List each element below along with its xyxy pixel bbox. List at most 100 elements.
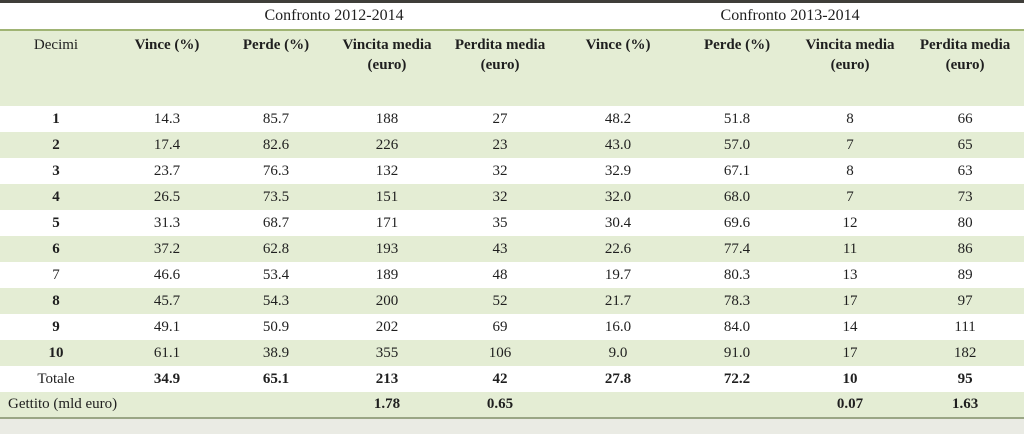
column-header-vince-2: Vince (%) <box>556 30 681 106</box>
cell: 17 <box>794 340 907 366</box>
cell: 42 <box>444 366 557 392</box>
cell: 1.78 <box>330 392 444 419</box>
cell: 69 <box>444 314 557 340</box>
cell: 31.3 <box>112 210 222 236</box>
column-header-vince-1: Vince (%) <box>112 30 222 106</box>
cell: 7 <box>794 184 907 210</box>
table-top-rule <box>0 0 1024 3</box>
cell: 51.8 <box>680 106 795 132</box>
column-header-perde-2: Perde (%) <box>680 30 795 106</box>
gettito-label: Gettito (mld euro) <box>0 392 222 419</box>
group-header-2013-2014: Confronto 2013-2014 <box>556 3 1024 31</box>
cell: 23 <box>444 132 557 158</box>
cell: 45.7 <box>112 288 222 314</box>
cell <box>680 392 795 419</box>
cell: 1.63 <box>906 392 1024 419</box>
cell: 17 <box>794 288 907 314</box>
decimi-cell: 1 <box>0 106 112 132</box>
cell: 21.7 <box>556 288 681 314</box>
cell: 68.0 <box>680 184 795 210</box>
decimi-cell: 4 <box>0 184 112 210</box>
cell: 10 <box>794 366 907 392</box>
cell: 32 <box>444 158 557 184</box>
cell: 226 <box>330 132 444 158</box>
decimi-cell: 10 <box>0 340 112 366</box>
cell: 50.9 <box>222 314 330 340</box>
cell: 27 <box>444 106 557 132</box>
cell: 32.0 <box>556 184 681 210</box>
totale-label: Totale <box>0 366 112 392</box>
cell: 84.0 <box>680 314 795 340</box>
cell: 48 <box>444 262 557 288</box>
cell: 63 <box>906 158 1024 184</box>
cell: 61.1 <box>112 340 222 366</box>
cell: 189 <box>330 262 444 288</box>
decimi-cell: 5 <box>0 210 112 236</box>
decimi-cell: 2 <box>0 132 112 158</box>
column-header-row: Decimi Vince (%) Perde (%) Vincita media… <box>0 30 1024 106</box>
cell: 89 <box>906 262 1024 288</box>
cell: 8 <box>794 106 907 132</box>
cell: 26.5 <box>112 184 222 210</box>
cell: 62.8 <box>222 236 330 262</box>
cell: 34.9 <box>112 366 222 392</box>
column-header-perdita-media-2: Perdita media (euro) <box>906 30 1024 106</box>
table-row: 7 46.6 53.4 189 48 19.7 80.3 13 89 <box>0 262 1024 288</box>
cell: 35 <box>444 210 557 236</box>
cell: 182 <box>906 340 1024 366</box>
table-row: 5 31.3 68.7 171 35 30.4 69.6 12 80 <box>0 210 1024 236</box>
cell: 77.4 <box>680 236 795 262</box>
cell: 193 <box>330 236 444 262</box>
cell: 65 <box>906 132 1024 158</box>
cell: 200 <box>330 288 444 314</box>
cell <box>222 392 330 419</box>
decimi-cell: 7 <box>0 262 112 288</box>
cell: 30.4 <box>556 210 681 236</box>
column-header-decimi: Decimi <box>0 30 112 106</box>
cell: 9.0 <box>556 340 681 366</box>
group-header-row: Confronto 2012-2014 Confronto 2013-2014 <box>0 3 1024 31</box>
table-row: 4 26.5 73.5 151 32 32.0 68.0 7 73 <box>0 184 1024 210</box>
table-row: 8 45.7 54.3 200 52 21.7 78.3 17 97 <box>0 288 1024 314</box>
cell: 91.0 <box>680 340 795 366</box>
cell: 85.7 <box>222 106 330 132</box>
cell: 66 <box>906 106 1024 132</box>
cell: 72.2 <box>680 366 795 392</box>
table-row: 6 37.2 62.8 193 43 22.6 77.4 11 86 <box>0 236 1024 262</box>
cell: 57.0 <box>680 132 795 158</box>
decimi-cell: 9 <box>0 314 112 340</box>
table-row: 10 61.1 38.9 355 106 9.0 91.0 17 182 <box>0 340 1024 366</box>
table-row: 2 17.4 82.6 226 23 43.0 57.0 7 65 <box>0 132 1024 158</box>
decimi-cell: 8 <box>0 288 112 314</box>
cell: 16.0 <box>556 314 681 340</box>
cell: 52 <box>444 288 557 314</box>
cell: 11 <box>794 236 907 262</box>
cell: 213 <box>330 366 444 392</box>
cell: 65.1 <box>222 366 330 392</box>
table-row: 1 14.3 85.7 188 27 48.2 51.8 8 66 <box>0 106 1024 132</box>
table-body: 1 14.3 85.7 188 27 48.2 51.8 8 66 2 17.4 82.6 226 23 4… <box>0 106 1024 419</box>
cell: 355 <box>330 340 444 366</box>
table-row: 3 23.7 76.3 132 32 32.9 67.1 8 63 <box>0 158 1024 184</box>
gettito-row: Gettito (mld euro) 1.78 0.65 0.07 1.63 <box>0 392 1024 419</box>
cell: 32 <box>444 184 557 210</box>
cell: 106 <box>444 340 557 366</box>
cell: 73.5 <box>222 184 330 210</box>
cell: 188 <box>330 106 444 132</box>
cell: 43 <box>444 236 557 262</box>
cell: 13 <box>794 262 907 288</box>
cell: 49.1 <box>112 314 222 340</box>
cell: 22.6 <box>556 236 681 262</box>
cell: 69.6 <box>680 210 795 236</box>
cell: 67.1 <box>680 158 795 184</box>
decimi-cell: 6 <box>0 236 112 262</box>
cell: 80.3 <box>680 262 795 288</box>
column-header-perdita-media-1: Perdita media (euro) <box>444 30 557 106</box>
cell: 80 <box>906 210 1024 236</box>
cell: 37.2 <box>112 236 222 262</box>
group-header-spacer <box>0 3 112 31</box>
cell: 111 <box>906 314 1024 340</box>
cell: 0.07 <box>794 392 907 419</box>
cell: 54.3 <box>222 288 330 314</box>
